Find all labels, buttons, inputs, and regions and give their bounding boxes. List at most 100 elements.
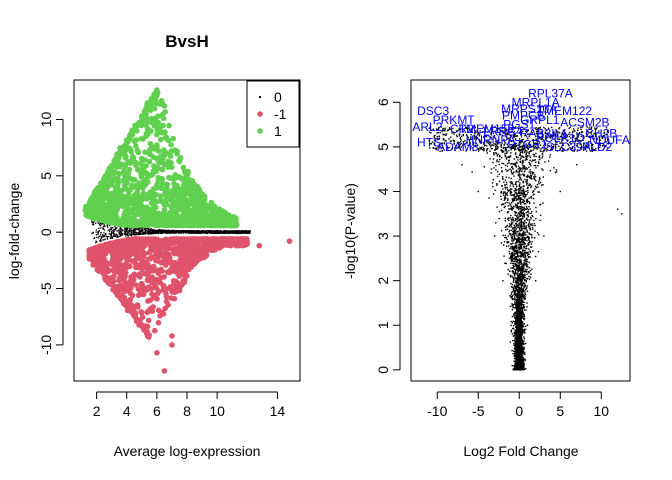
ma-point-neutral <box>141 233 143 235</box>
ma-point-down <box>222 239 229 246</box>
ma-point-up <box>135 149 142 156</box>
ma-point-neutral <box>94 237 96 239</box>
ma-point-neutral <box>208 230 210 232</box>
ma-point-neutral <box>126 229 128 231</box>
ma-point-down <box>145 332 152 338</box>
ma-point-up <box>222 210 229 216</box>
ma-point-up <box>230 214 237 221</box>
ma-point-neutral <box>104 234 107 236</box>
ma-point-neutral <box>169 230 171 232</box>
ma-point-neutral <box>158 229 160 231</box>
volcano-point <box>542 169 544 171</box>
ma-point-down <box>115 251 122 257</box>
ma-point-neutral <box>136 232 138 235</box>
ma-point-up <box>117 194 124 201</box>
volcano-point <box>507 198 509 200</box>
ma-point-neutral <box>176 231 178 233</box>
ma-point-neutral <box>99 223 101 225</box>
ma-point-down <box>163 298 170 305</box>
ma-point-neutral <box>174 230 176 232</box>
y-tick-label: 10 <box>38 111 54 127</box>
ma-point-up <box>170 215 177 221</box>
ma-point-neutral <box>114 235 116 238</box>
volcano-point <box>531 160 533 163</box>
ma-point-up <box>150 214 156 221</box>
ma-point-neutral <box>234 232 236 234</box>
ma-point-neutral <box>203 231 205 233</box>
ma-point-down <box>148 276 155 283</box>
ma-point-neutral <box>244 232 246 234</box>
ma-point-neutral <box>134 229 136 231</box>
ma-point-neutral <box>249 232 251 234</box>
ma-point-up <box>196 222 202 229</box>
ma-point-up <box>114 220 121 227</box>
ma-point-down <box>105 245 112 252</box>
ma-point-neutral <box>240 230 242 232</box>
ma-point-neutral <box>218 231 220 233</box>
ma-point-down <box>201 242 208 249</box>
ma-point-down <box>158 240 165 247</box>
ma-point-neutral <box>100 232 102 234</box>
ma-point-up <box>180 204 186 210</box>
ma-point-down <box>113 266 119 273</box>
ma-point-neutral <box>95 240 97 242</box>
ma-point-up <box>173 207 180 214</box>
ma-point-neutral <box>211 232 213 234</box>
ma-point-down <box>125 304 131 311</box>
ma-point-neutral <box>148 233 150 235</box>
ma-point-neutral <box>237 232 239 234</box>
ma-point-neutral <box>199 232 201 234</box>
ma-point-neutral <box>183 231 185 233</box>
ma-point-neutral <box>225 232 227 235</box>
ma-point-up <box>166 174 172 181</box>
ma-point-neutral <box>214 231 216 234</box>
ma-point-neutral <box>135 231 137 234</box>
ma-point-neutral <box>212 230 214 232</box>
ma-point-up <box>143 111 149 117</box>
legend-label: 1 <box>274 123 282 139</box>
ma-point-up <box>96 185 102 191</box>
ma-point-down <box>86 255 93 262</box>
ma-point-neutral <box>186 231 188 233</box>
ma-point-neutral <box>143 231 145 234</box>
ma-point-neutral <box>119 229 121 231</box>
ma-point-neutral <box>162 229 164 232</box>
ma-point-up <box>160 122 166 129</box>
ma-point-neutral <box>159 232 161 234</box>
ma-point-neutral <box>202 230 204 232</box>
ma-point-up <box>147 140 154 147</box>
ma-point-up <box>164 201 170 208</box>
ma-point-up <box>119 187 125 194</box>
ma-point-neutral <box>147 233 149 235</box>
ma-point-neutral <box>233 232 235 234</box>
ma-point-up <box>144 170 150 177</box>
ma-point-neutral <box>191 230 193 232</box>
ma-point-up <box>140 136 146 142</box>
ma-point-up <box>138 170 144 177</box>
ma-point-neutral <box>249 231 251 234</box>
ma-point-up <box>160 180 166 187</box>
ma-point-neutral <box>121 234 123 236</box>
ma-point-neutral <box>227 231 229 233</box>
ma-point-down <box>155 270 161 277</box>
ma-point-down <box>159 310 166 316</box>
ma-point-neutral <box>199 231 201 233</box>
ma-point-up <box>181 194 187 200</box>
volcano-point <box>526 239 528 242</box>
ma-point-neutral <box>223 232 225 234</box>
ma-point-up <box>120 178 126 184</box>
volcano-point <box>500 209 503 212</box>
ma-point-up <box>157 136 164 143</box>
ma-point-neutral <box>103 225 105 227</box>
ma-point-neutral <box>106 226 109 228</box>
ma-point-down <box>153 276 160 283</box>
ma-point-neutral <box>120 232 122 234</box>
ma-point-down <box>187 254 194 261</box>
ma-point-neutral <box>137 228 140 230</box>
volcano-point <box>520 174 522 176</box>
ma-point-up <box>142 214 149 220</box>
ma-point-neutral <box>248 232 250 234</box>
ma-point-down <box>138 309 144 315</box>
ma-point-neutral <box>188 230 190 233</box>
ma-point-down <box>152 327 158 334</box>
